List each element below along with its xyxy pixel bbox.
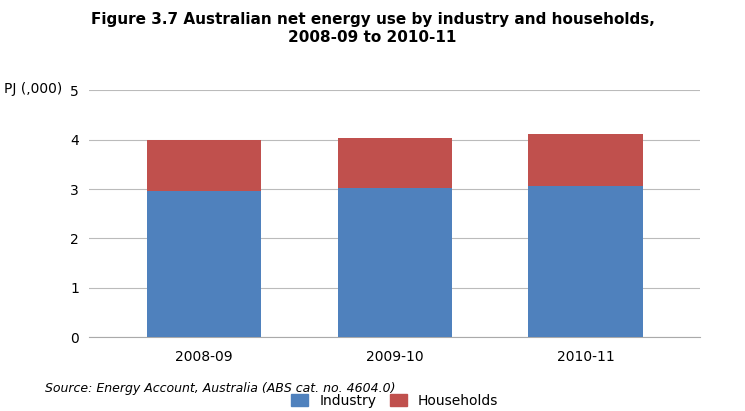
Bar	[147, 191, 261, 337]
Bar	[147, 140, 261, 191]
Text: Source: Energy Account, Australia (ABS cat. no. 4604.0): Source: Energy Account, Australia (ABS c…	[45, 381, 395, 395]
Bar	[528, 186, 643, 337]
Bar	[528, 134, 643, 186]
Legend: Industry, Households: Industry, Households	[286, 388, 504, 411]
Text: PJ (,000): PJ (,000)	[4, 82, 62, 96]
Bar	[337, 138, 452, 188]
Bar	[337, 188, 452, 337]
Text: Figure 3.7 Australian net energy use by industry and households,
2008-09 to 2010: Figure 3.7 Australian net energy use by …	[91, 12, 654, 45]
